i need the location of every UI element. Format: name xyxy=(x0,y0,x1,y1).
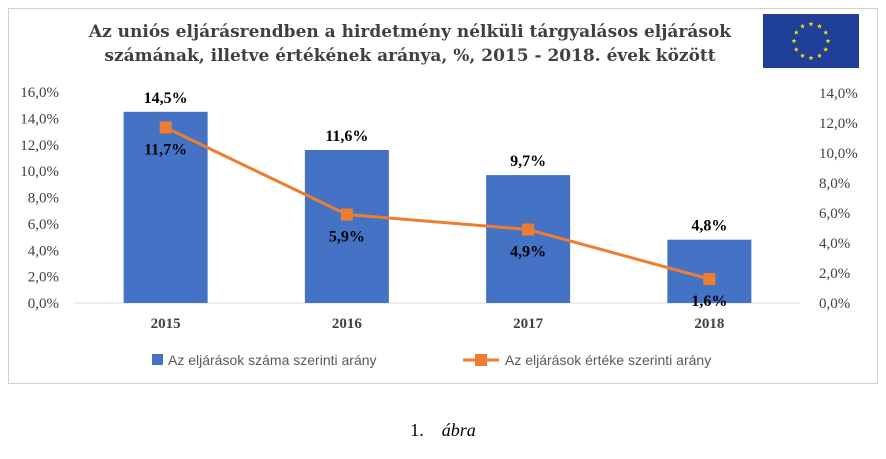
line-marker xyxy=(522,223,535,236)
caption-text: ábra xyxy=(441,420,476,440)
y-left-tick-label: 10,0% xyxy=(20,164,59,180)
chart-title-line-1: Az uniós eljárásrendben a hirdetmény nél… xyxy=(88,22,732,42)
bar-data-label: 11,6% xyxy=(325,128,368,145)
y-right-tick-label: 2,0% xyxy=(819,266,850,282)
y-right-tick-label: 8,0% xyxy=(819,176,850,192)
flag-star xyxy=(791,38,797,44)
legend-label-bars: Az eljárások száma szerinti arány xyxy=(168,352,377,368)
y-right-tick-label: 4,0% xyxy=(819,236,850,252)
flag-star xyxy=(800,53,805,58)
bar-data-label: 4,8% xyxy=(691,218,727,235)
y-left-tick-label: 2,0% xyxy=(28,270,59,286)
flag-star xyxy=(808,21,814,27)
line-data-label: 1,6% xyxy=(691,293,727,310)
x-tick-label: 2018 xyxy=(694,316,724,332)
flag-star xyxy=(825,38,831,44)
line-marker xyxy=(703,273,716,285)
bar xyxy=(304,150,389,303)
y-left-tick-label: 6,0% xyxy=(28,217,59,233)
legend-swatch-bars xyxy=(152,354,163,365)
caption-number: 1. xyxy=(410,420,424,440)
series-line xyxy=(164,126,710,281)
chart-title-line-2: számának, illetve értékének aránya, %, 2… xyxy=(104,46,716,66)
x-tick-label: 2015 xyxy=(151,316,181,332)
flag-star xyxy=(793,46,799,52)
flag-star xyxy=(793,29,799,35)
line-data-label: 4,9% xyxy=(510,244,546,261)
bar-data-label: 14,5% xyxy=(144,90,188,107)
y-left-tick-label: 8,0% xyxy=(28,191,59,207)
y-right-tick-label: 12,0% xyxy=(819,116,858,132)
y-left-tick-label: 4,0% xyxy=(28,243,59,259)
legend-label-line: Az eljárások értéke szerinti arány xyxy=(505,352,711,368)
y-left-tick-label: 12,0% xyxy=(20,138,59,154)
flag-star xyxy=(823,29,829,35)
line-data-label: 5,9% xyxy=(329,229,365,246)
line-data-label: 11,7% xyxy=(144,142,187,159)
figure-caption: 1. ábra xyxy=(0,420,886,441)
x-tick-label: 2017 xyxy=(513,316,544,332)
flag-star xyxy=(808,55,814,61)
flag-star xyxy=(800,23,805,29)
x-tick-label: 2016 xyxy=(332,316,363,332)
chart-plot: 0,0% 2,0% 4,0% 6,0% 8,0% 10,0% 12,0% 14,0% 16,0%… xyxy=(20,85,858,368)
y-left-tick-label: 0,0% xyxy=(28,296,59,312)
eu-flag-icon xyxy=(763,14,859,68)
flag-star xyxy=(817,23,822,29)
y-right-tick-label: 10,0% xyxy=(819,146,858,162)
y-left-tick-label: 14,0% xyxy=(20,111,59,127)
y-right-tick-label: 14,0% xyxy=(819,86,858,102)
flag-star xyxy=(823,46,829,52)
y-right-tick-label: 0,0% xyxy=(819,296,850,312)
flag-star xyxy=(817,53,822,58)
y-right-tick-label: 6,0% xyxy=(819,206,850,222)
chart-title: Az uniós eljárásrendben a hirdetmény nél… xyxy=(60,20,760,68)
y-left-tick-label: 16,0% xyxy=(20,85,59,101)
legend-swatch-line xyxy=(475,354,487,366)
bar xyxy=(486,175,571,303)
bar-data-label: 9,7% xyxy=(510,153,546,170)
line-marker xyxy=(159,121,172,134)
bar xyxy=(123,111,208,303)
line-marker xyxy=(340,208,353,221)
